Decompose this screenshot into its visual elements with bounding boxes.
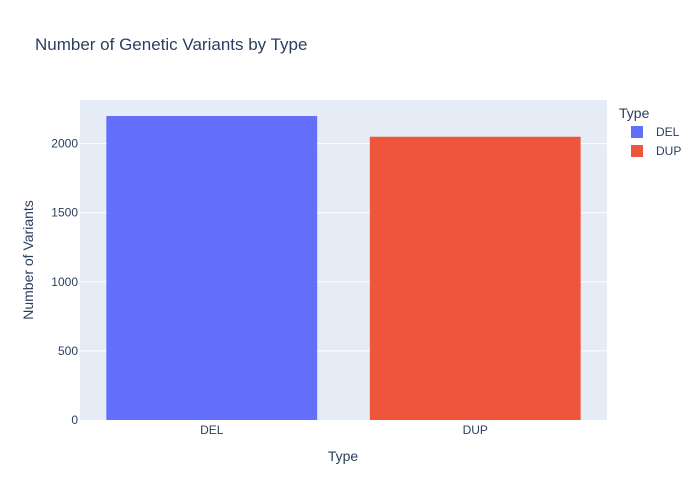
- legend-swatch: [631, 145, 643, 157]
- y-tick-labels: 0 500 1000 1500 2000: [51, 137, 78, 427]
- y-tick-label: 0: [71, 413, 78, 427]
- y-tick-label: 500: [58, 344, 78, 358]
- y-tick-label: 1500: [51, 206, 78, 220]
- legend: Type DEL DUP: [619, 105, 681, 158]
- bar-del: [106, 116, 318, 420]
- legend-swatch: [631, 126, 643, 138]
- legend-item-label: DUP: [656, 144, 681, 158]
- chart-title: Number of Genetic Variants by Type: [35, 35, 307, 54]
- legend-item-label: DEL: [656, 125, 680, 139]
- y-tick-label: 2000: [51, 137, 78, 151]
- x-axis-title: Type: [328, 448, 359, 464]
- legend-title: Type: [619, 105, 650, 121]
- x-tick-label: DEL: [200, 423, 224, 437]
- y-tick-label: 1000: [51, 275, 78, 289]
- y-axis-title: Number of Variants: [20, 200, 36, 320]
- x-tick-labels: DEL DUP: [200, 423, 488, 437]
- x-tick-label: DUP: [463, 423, 488, 437]
- bars: [106, 116, 581, 420]
- bar-dup: [369, 136, 581, 420]
